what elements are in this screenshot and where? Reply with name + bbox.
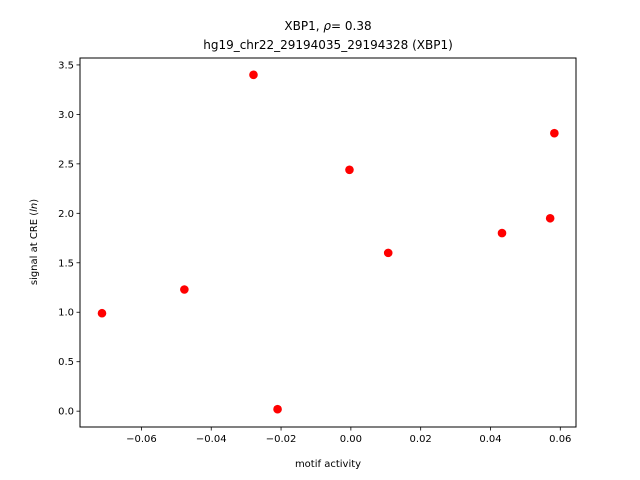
data-point bbox=[497, 228, 507, 238]
data-point bbox=[97, 308, 107, 318]
data-point bbox=[545, 213, 555, 223]
data-point bbox=[180, 285, 189, 294]
y-tick-label: 0.0 bbox=[58, 407, 74, 418]
title-rho-value: = 0.38 bbox=[331, 19, 372, 33]
x-tick-label: 0.06 bbox=[549, 434, 571, 445]
data-point bbox=[345, 165, 354, 175]
y-tick-label: 1.5 bbox=[58, 258, 74, 269]
y-axis-label: signal at CRE (ln) bbox=[29, 199, 40, 285]
chart-title: XBP1, ρ= 0.38 bbox=[284, 19, 371, 33]
y-tick-label: 0.5 bbox=[58, 357, 74, 368]
data-point bbox=[383, 248, 393, 258]
data-point bbox=[249, 70, 258, 80]
x-tick-label: 0.00 bbox=[340, 434, 362, 445]
data-points bbox=[97, 70, 559, 414]
axis-ticks: −0.06 −0.04 −0.02 0.00 0.02 0.04 0.06 0.0 0.5 1.0… bbox=[58, 60, 571, 445]
y-tick-label: 2.5 bbox=[58, 159, 74, 170]
y-tick-label: 2.0 bbox=[58, 209, 74, 220]
y-tick-label: 3.5 bbox=[58, 60, 74, 71]
y-tick-label: 1.0 bbox=[58, 308, 74, 319]
title-gene: XBP1 bbox=[284, 19, 315, 33]
x-tick-label: −0.06 bbox=[126, 434, 157, 445]
data-point bbox=[273, 404, 282, 414]
y-tick-label: 3.0 bbox=[58, 110, 74, 121]
title-rho-symbol: ρ bbox=[323, 19, 331, 33]
x-tick-label: 0.02 bbox=[410, 434, 432, 445]
x-tick-label: 0.04 bbox=[479, 434, 501, 445]
x-axis-label: motif activity bbox=[295, 459, 361, 470]
plot-frame bbox=[79, 57, 577, 428]
chart-subtitle: hg19_chr22_29194035_29194328 (XBP1) bbox=[203, 38, 453, 52]
x-tick-label: −0.04 bbox=[196, 434, 227, 445]
data-point bbox=[550, 128, 559, 138]
x-tick-label: −0.02 bbox=[266, 434, 297, 445]
